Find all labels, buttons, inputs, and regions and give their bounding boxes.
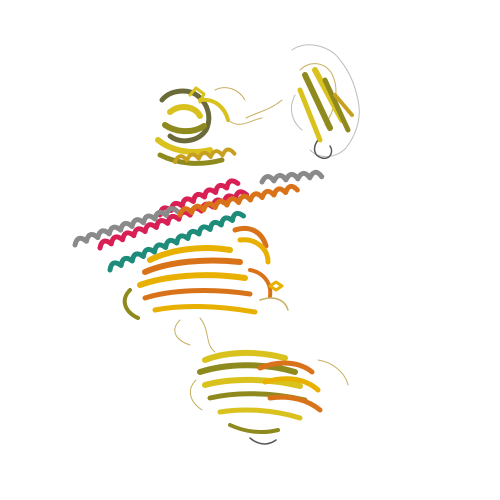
upper-right-domain <box>245 44 360 160</box>
helix-bundle <box>72 147 325 273</box>
middle-domain <box>122 225 289 353</box>
bottom-domain <box>189 349 349 445</box>
upper-left-domain <box>155 86 263 166</box>
